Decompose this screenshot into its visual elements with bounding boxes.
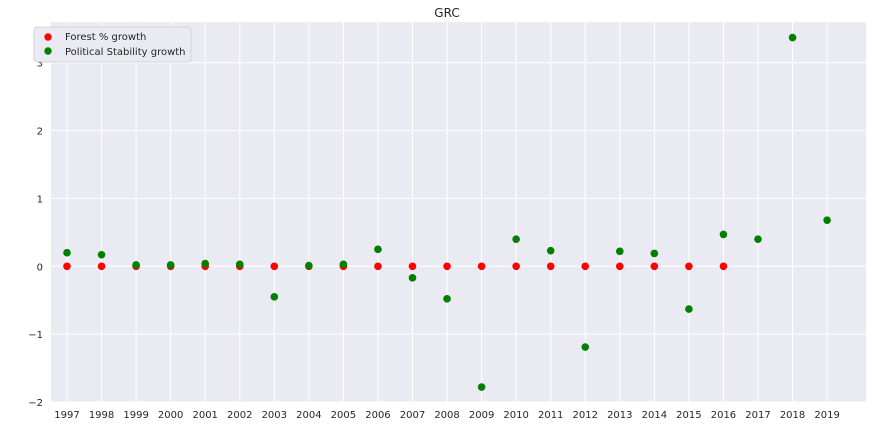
point-forest-growth <box>270 262 279 271</box>
point-political-stability-growth <box>512 235 520 243</box>
x-tick-label: 2000 <box>158 410 183 421</box>
point-forest-growth <box>63 262 71 271</box>
point-political-stability-growth <box>132 261 140 269</box>
x-tick-label: 1999 <box>123 410 148 421</box>
point-political-stability-growth <box>443 295 451 303</box>
x-tick-label: 2012 <box>573 410 598 421</box>
x-tick-label: 2015 <box>676 410 701 421</box>
point-political-stability-growth <box>408 274 417 282</box>
legend-marker-forest <box>44 33 52 41</box>
x-tick-label: 2001 <box>192 410 217 421</box>
point-political-stability-growth <box>166 261 175 269</box>
x-tick-label: 2008 <box>434 410 459 421</box>
legend: Forest % growth Political Stability grow… <box>33 26 192 63</box>
x-tick-label: 2003 <box>262 410 287 421</box>
y-tick-label: 0 <box>37 262 43 273</box>
point-political-stability-growth <box>546 246 555 255</box>
x-tick-label: 1997 <box>54 410 79 421</box>
x-tick-label: 2010 <box>503 410 528 421</box>
legend-box <box>33 26 192 63</box>
point-political-stability-growth <box>788 33 797 42</box>
point-political-stability-growth <box>235 260 244 269</box>
x-axis: 1997 1998 1999 2000 2001 2002 2003 2004 2005 2006… <box>54 410 840 421</box>
x-tick-label: 2005 <box>331 410 356 421</box>
point-political-stability-growth <box>97 250 106 259</box>
point-political-stability-growth <box>616 247 624 256</box>
x-tick-label: 2017 <box>745 410 770 421</box>
point-political-stability-growth <box>477 383 486 391</box>
grid <box>51 22 866 403</box>
x-tick-label: 2013 <box>607 410 632 421</box>
plot-area <box>51 22 866 402</box>
point-forest-growth <box>443 262 451 271</box>
point-political-stability-growth <box>685 305 693 313</box>
point-forest-growth <box>374 262 382 271</box>
legend-marker-political-stability <box>44 47 52 55</box>
x-tick-label: 2002 <box>227 410 252 421</box>
point-political-stability-growth <box>270 293 279 301</box>
point-political-stability-growth <box>305 261 313 270</box>
x-tick-label: 2006 <box>365 410 390 421</box>
data-points <box>63 33 831 391</box>
point-forest-growth <box>97 262 106 271</box>
point-political-stability-growth <box>823 216 831 224</box>
x-tick-label: 2018 <box>780 410 805 421</box>
point-forest-growth <box>477 262 486 271</box>
chart-title: GRC <box>434 6 459 20</box>
legend-label-political-stability: Political Stability growth <box>65 47 186 58</box>
point-political-stability-growth <box>719 230 728 239</box>
x-tick-label: 2007 <box>400 410 425 421</box>
point-forest-growth <box>512 262 520 271</box>
point-political-stability-growth <box>201 259 209 268</box>
y-axis: −2 −1 0 1 2 3 <box>28 59 43 409</box>
point-forest-growth <box>650 262 659 271</box>
point-political-stability-growth <box>63 248 71 257</box>
point-forest-growth <box>546 262 555 271</box>
point-forest-growth <box>719 262 728 271</box>
point-forest-growth <box>408 262 417 271</box>
legend-label-forest: Forest % growth <box>65 32 146 43</box>
y-tick-label: 1 <box>37 194 43 205</box>
y-tick-label: −1 <box>28 330 43 341</box>
y-tick-label: −2 <box>28 398 43 409</box>
y-tick-label: 2 <box>37 127 43 138</box>
point-political-stability-growth <box>339 260 348 269</box>
x-tick-label: 2009 <box>469 410 494 421</box>
x-tick-label: 2016 <box>711 410 736 421</box>
x-tick-label: 2019 <box>814 410 839 421</box>
point-forest-growth <box>581 262 590 271</box>
point-political-stability-growth <box>374 245 382 254</box>
point-political-stability-growth <box>581 343 590 351</box>
x-tick-label: 2014 <box>642 410 667 421</box>
x-tick-label: 2004 <box>296 410 321 421</box>
point-forest-growth <box>685 262 693 271</box>
x-tick-label: 2011 <box>538 410 563 421</box>
point-political-stability-growth <box>650 249 659 258</box>
y-tick-label: 3 <box>37 59 43 70</box>
point-forest-growth <box>616 262 624 271</box>
x-tick-label: 1998 <box>89 410 114 421</box>
point-political-stability-growth <box>754 235 762 243</box>
